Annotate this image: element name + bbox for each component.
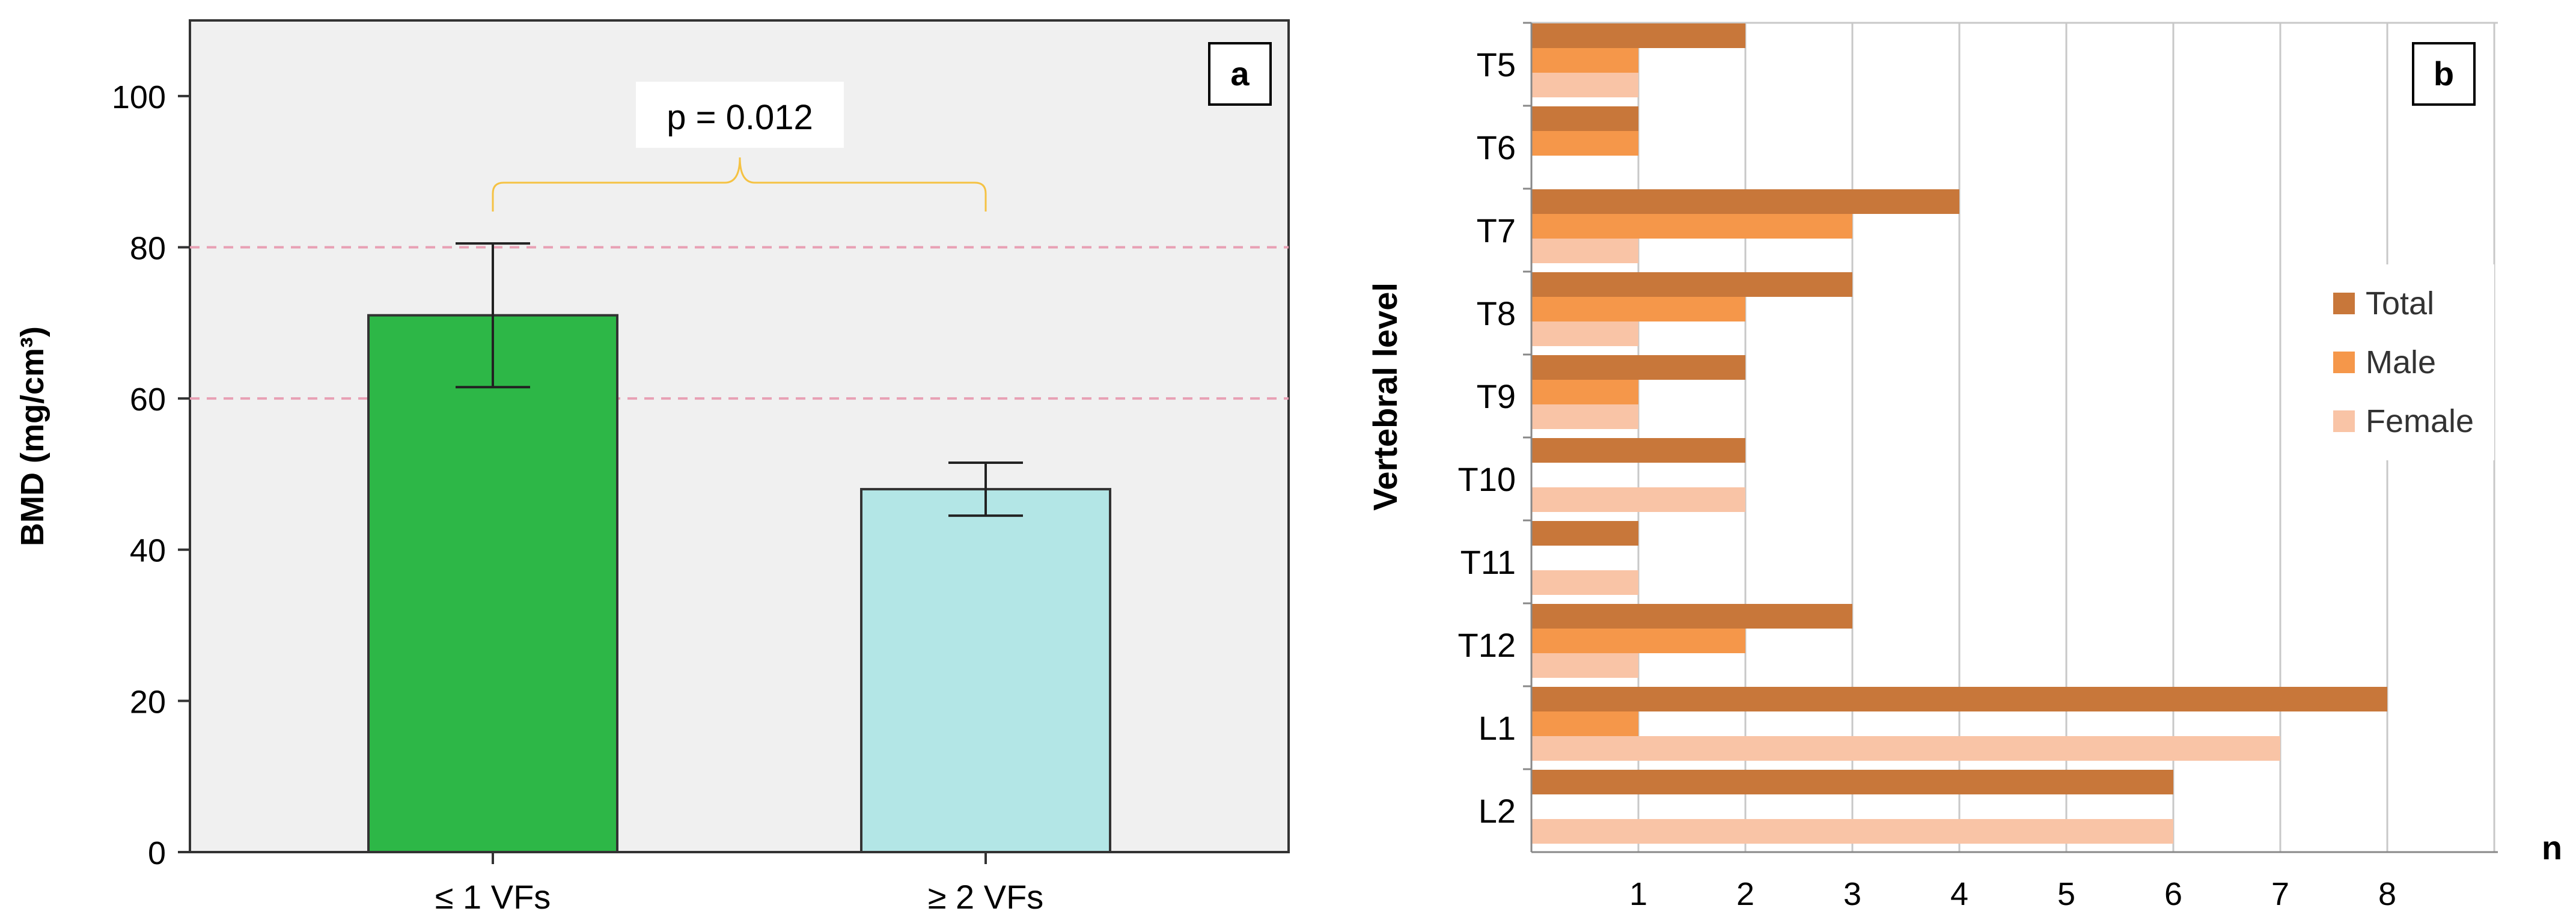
significance-bracket bbox=[492, 157, 987, 212]
bar-t7-male bbox=[1531, 214, 1852, 239]
panel-b-x-axis-title: n bbox=[2542, 829, 2562, 867]
category-label-t6: T6 bbox=[1477, 129, 1516, 166]
x-tick-label-1-vfs: ≤ 1 VFs bbox=[435, 878, 551, 916]
category-label-t5: T5 bbox=[1477, 46, 1516, 84]
y-tick-label-60: 60 bbox=[130, 382, 166, 418]
bar-l2-total bbox=[1531, 770, 2173, 794]
bar-t5-total bbox=[1531, 23, 1745, 48]
x-tick-label-2: 2 bbox=[1736, 876, 1754, 912]
legend-label-male: Male bbox=[2366, 344, 2436, 380]
bar-t8-female bbox=[1531, 321, 1638, 346]
bar-l1-male bbox=[1531, 711, 1638, 736]
bar-t11-female bbox=[1531, 570, 1638, 595]
bar-t7-total bbox=[1531, 189, 1959, 214]
bar-l1-total bbox=[1531, 687, 2387, 711]
bar-t12-female bbox=[1531, 653, 1638, 678]
bar-t10-female bbox=[1531, 487, 1745, 512]
bar-t12-total bbox=[1531, 604, 1852, 629]
legend-swatch-female bbox=[2333, 410, 2355, 432]
y-tick-label-100: 100 bbox=[112, 79, 166, 115]
bar-2-vfs bbox=[860, 488, 1111, 853]
p-value-label: p = 0.012 bbox=[667, 98, 813, 137]
y-tick-label-0: 0 bbox=[148, 835, 166, 871]
panel-b-vertebral-level-chart: T5 T6 T7 T8 T9 T10 T11 T12 L1 L2 1 2 3 4 5 6 7 8 Total Ma… bbox=[1366, 22, 2562, 912]
category-label-l2: L2 bbox=[1479, 792, 1516, 830]
x-tick-label-1: 1 bbox=[1629, 876, 1647, 912]
category-label-t9: T9 bbox=[1477, 377, 1516, 415]
bar-l2-female bbox=[1531, 819, 2173, 844]
bar-t7-female bbox=[1531, 239, 1638, 263]
bar-t9-male bbox=[1531, 380, 1638, 404]
bar-t6-male bbox=[1531, 131, 1638, 156]
x-tick-label-5: 5 bbox=[2057, 876, 2075, 912]
panel-b-y-axis-title: Vertebral level bbox=[1366, 282, 1404, 511]
y-tick-label-20: 20 bbox=[130, 684, 166, 720]
legend: Total Male Female bbox=[2326, 264, 2494, 460]
panel-a-y-axis-title: BMD (mg/cm³) bbox=[14, 326, 50, 546]
y-tick-label-80: 80 bbox=[130, 230, 166, 266]
bar-t9-total bbox=[1531, 355, 1745, 380]
p-value-box bbox=[636, 82, 844, 148]
bar-t8-total bbox=[1531, 272, 1852, 297]
y-tick-label-40: 40 bbox=[130, 533, 166, 569]
category-label-t8: T8 bbox=[1477, 294, 1516, 332]
panel-b-badge: b bbox=[2412, 42, 2476, 106]
bar-t12-male bbox=[1531, 629, 1745, 653]
bar-t10-total bbox=[1531, 438, 1745, 463]
legend-label-total: Total bbox=[2366, 285, 2434, 321]
x-tick-label-2-vfs: ≥ 2 VFs bbox=[928, 878, 1044, 916]
bar-t8-male bbox=[1531, 297, 1745, 321]
legend-swatch-male bbox=[2333, 352, 2355, 373]
bar-1-vfs bbox=[367, 314, 618, 853]
x-tick-label-3: 3 bbox=[1843, 876, 1861, 912]
bar-t9-female bbox=[1531, 404, 1638, 429]
bar-t11-total bbox=[1531, 521, 1638, 546]
x-tick-label-6: 6 bbox=[2164, 876, 2182, 912]
panel-a-badge-label: a bbox=[1230, 55, 1250, 93]
category-label-t12: T12 bbox=[1458, 626, 1516, 664]
x-tick-label-7: 7 bbox=[2271, 876, 2289, 912]
legend-label-female: Female bbox=[2366, 403, 2474, 439]
x-tick-label-4: 4 bbox=[1950, 876, 1968, 912]
bar-t5-female bbox=[1531, 73, 1638, 97]
category-label-l1: L1 bbox=[1479, 709, 1516, 747]
bar-t6-total bbox=[1531, 106, 1638, 131]
category-label-t11: T11 bbox=[1460, 543, 1516, 581]
legend-swatch-total bbox=[2333, 293, 2355, 314]
panel-b-badge-label: b bbox=[2434, 55, 2454, 93]
bar-t5-male bbox=[1531, 48, 1638, 73]
x-tick-label-8: 8 bbox=[2378, 876, 2396, 912]
bar-l1-female bbox=[1531, 736, 2280, 761]
category-label-t10: T10 bbox=[1458, 460, 1516, 498]
category-label-t7: T7 bbox=[1477, 212, 1516, 249]
panel-a-badge: a bbox=[1208, 42, 1272, 106]
